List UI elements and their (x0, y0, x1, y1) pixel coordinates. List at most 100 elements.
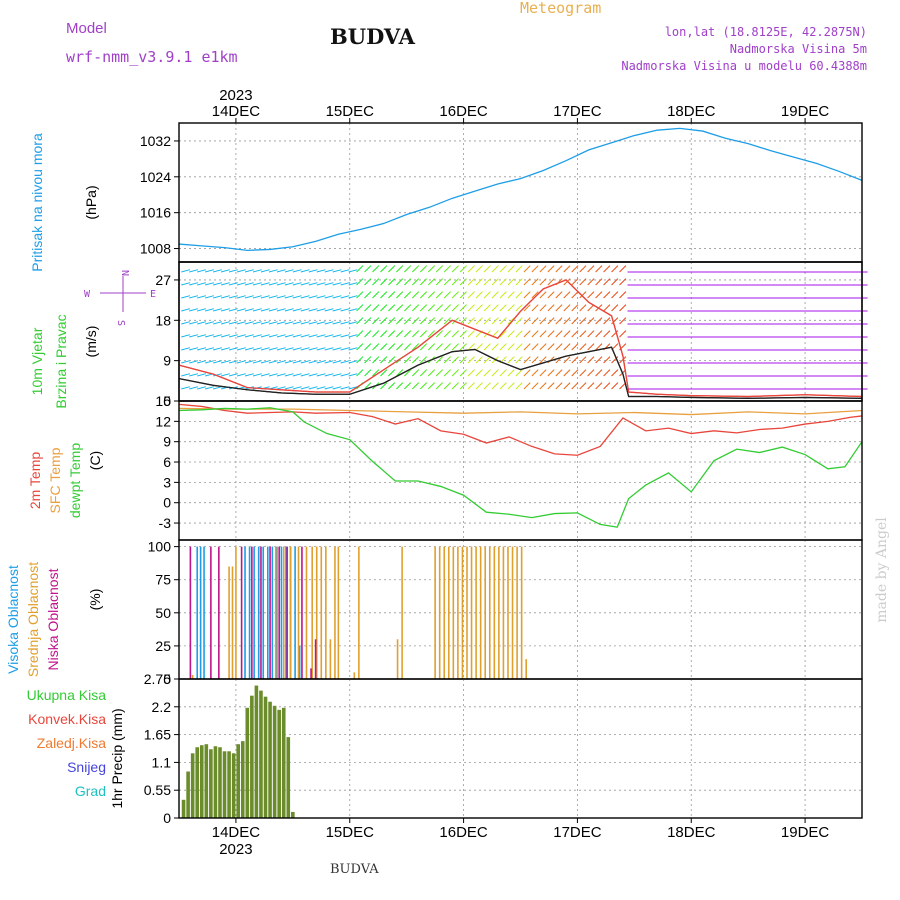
wind-arrow (619, 278, 627, 286)
wind-arrow (364, 265, 372, 273)
wind-arrow (491, 369, 499, 377)
cloud-bar (289, 546, 292, 679)
high-cloud-ylabel: Visoka Oblacnost (5, 565, 21, 674)
wind-arrow (459, 382, 467, 390)
sfctemp-ylabel: SFC Temp (47, 447, 63, 513)
precip-bar (254, 685, 259, 818)
cloud-bar (196, 546, 199, 679)
wind-arrow (547, 343, 555, 351)
wind-arrow (356, 343, 364, 351)
cloud-bar (457, 546, 459, 679)
wind-arrow (380, 369, 388, 377)
wind-arrow (316, 373, 326, 377)
wind-arrow (491, 343, 499, 351)
wind-arrow (427, 291, 436, 299)
y-tick-label: 0 (163, 671, 171, 687)
wind-arrow (236, 269, 246, 273)
wind-arrow (523, 330, 531, 338)
wind-arrow (547, 317, 555, 325)
precip-bar (272, 705, 277, 818)
wind-arrow (611, 278, 619, 286)
wind-arrow (396, 278, 404, 286)
cloud-bar (260, 546, 262, 679)
wind-arrow (459, 291, 467, 299)
wind-arrow (340, 269, 350, 273)
wind-arrow (268, 282, 278, 286)
wind-arrow (467, 278, 475, 286)
wind-arrow (396, 330, 404, 338)
mid-cloud-ylabel: Srednja Oblacnost (25, 562, 41, 677)
wind-arrow (181, 282, 191, 286)
precip-bar (199, 745, 204, 818)
cloud-bar (498, 546, 500, 679)
wind-arrow (380, 278, 388, 286)
precip-bar (240, 741, 245, 818)
wind-arrow (412, 317, 420, 325)
wind-arrow (189, 386, 199, 390)
precip-bar (245, 707, 250, 818)
wind-arrow (499, 278, 507, 286)
wind-arrow (435, 356, 443, 364)
cloud-bar (325, 546, 327, 679)
wind-arrow (308, 308, 318, 312)
precip-bar (195, 747, 200, 818)
wind-arrow (348, 347, 358, 351)
wind-arrow (419, 265, 428, 273)
cloud-bar (311, 546, 313, 679)
cloud-bar (320, 546, 323, 679)
wind-arrow (316, 269, 326, 273)
wind-arrow (220, 360, 230, 364)
wind-arrow (603, 278, 611, 286)
wind-frame-top (178, 261, 863, 402)
wind-arrow (579, 317, 587, 325)
wind-arrow (213, 373, 222, 377)
wind-arrow (197, 282, 207, 286)
temperature-frame (178, 400, 863, 541)
wind-arrow (579, 369, 587, 377)
wind-arrow (396, 291, 404, 299)
wind-arrow (213, 360, 222, 364)
wind-arrow (292, 321, 302, 325)
wind-arrow (284, 308, 294, 312)
wind-arrow (555, 317, 563, 325)
lonlat-label: lon,lat (18.8125E, 42.2875N) (664, 25, 867, 39)
y-tick-label: 12 (155, 413, 171, 429)
wind-arrow (181, 373, 191, 377)
wind-arrow (292, 360, 302, 364)
wind-arrow (515, 278, 523, 286)
cloud-bar (358, 546, 360, 679)
y-tick-label: 50 (155, 605, 171, 621)
wind-arrow (412, 278, 420, 286)
wind-arrow (547, 304, 555, 312)
wind-arrow (443, 291, 451, 299)
wind-arrow (507, 369, 515, 377)
wind-arrow (459, 356, 467, 364)
wind-arrow (587, 278, 595, 286)
wind-arrow (197, 386, 207, 390)
wind-arrow (228, 360, 238, 364)
wind-arrow (507, 382, 515, 390)
wind-arrow (300, 308, 310, 312)
wind-arrow (427, 330, 436, 338)
low-cloud-ylabel: Niska Oblacnost (45, 568, 61, 670)
precip-bar (268, 701, 272, 818)
wind-arrow (364, 278, 372, 286)
wind-arrow (324, 308, 334, 312)
wind-arrow (539, 356, 547, 364)
wind-arrow (292, 347, 302, 351)
wind-arrow (563, 278, 571, 286)
wind-arrow (595, 278, 603, 286)
elevation-label: Nadmorska Visina 5m (729, 42, 867, 56)
wind-frame (178, 261, 863, 402)
y-tick-label: 9 (163, 434, 171, 450)
wind-arrow (340, 282, 350, 286)
wind-arrow (443, 330, 451, 338)
wind-arrow (483, 278, 491, 286)
wind-arrow (404, 356, 412, 364)
compass-n: N (119, 270, 130, 276)
y-tick-label: -3 (159, 515, 172, 531)
wind-arrow (412, 369, 420, 377)
wind-arrow (427, 304, 436, 312)
wind-arrow (236, 373, 246, 377)
wind-arrow (443, 304, 451, 312)
